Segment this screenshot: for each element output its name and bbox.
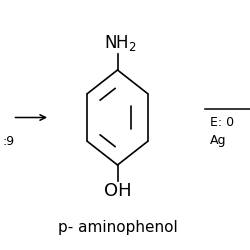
Text: Ag: Ag (210, 134, 226, 147)
Text: p- aminophenol: p- aminophenol (58, 220, 178, 235)
Text: OH: OH (104, 182, 131, 200)
Text: E: 0: E: 0 (210, 116, 234, 129)
Text: NH$_2$: NH$_2$ (104, 32, 136, 52)
Text: :9: :9 (2, 135, 14, 148)
